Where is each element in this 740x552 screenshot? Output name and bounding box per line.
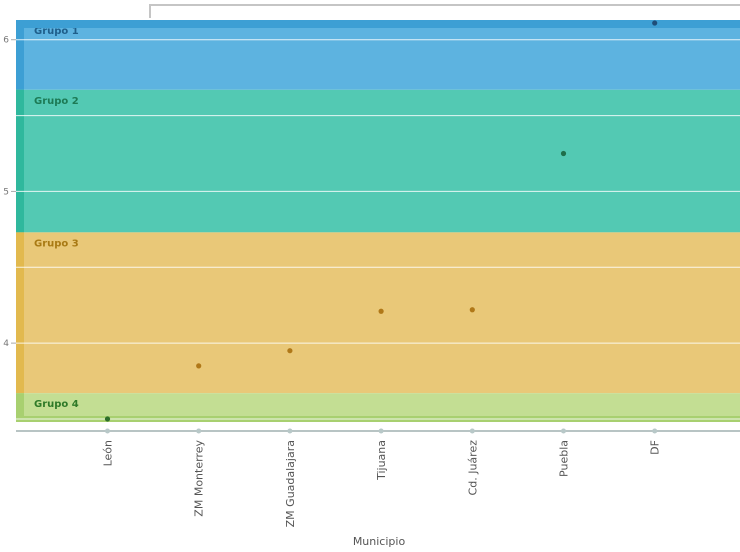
band-label-1: Grupo 1: [34, 26, 79, 37]
y-axis: 4 5 6: [3, 36, 16, 349]
point-1: [104, 416, 111, 422]
band-edge-2: [16, 89, 24, 233]
band-edge-4: [16, 393, 24, 422]
x-tick-label-4: Tijuana: [375, 440, 388, 481]
x-tick-4: [378, 428, 384, 434]
band-edge-3: [16, 232, 24, 394]
x-tick-1: [105, 428, 110, 434]
band-3: [16, 232, 740, 394]
x-tick-label-2: ZM Monterrey: [193, 440, 206, 517]
y-tick-label-1: 4: [3, 339, 9, 349]
band-2: [16, 89, 740, 233]
band-top-edge: [16, 20, 740, 28]
top-bracket: [149, 4, 740, 18]
x-tick-6: [561, 428, 566, 434]
point-6: [560, 150, 567, 157]
band-edge-1: [16, 20, 24, 90]
x-tick-label-1: León: [102, 440, 115, 466]
x-tick-label-6: Puebla: [558, 440, 571, 477]
x-axis-title: Municipio: [353, 535, 406, 548]
y-tick-label-3: 6: [3, 36, 9, 46]
x-tick-3: [287, 428, 293, 434]
band-label-4: Grupo 4: [34, 399, 79, 410]
x-tick-2: [196, 428, 202, 434]
gridlines: [16, 39, 740, 420]
band-label-3: Grupo 3: [34, 238, 79, 249]
point-5: [469, 307, 475, 313]
group-bands: Grupo 1 Grupo 2 Grupo 3 Grupo 4: [16, 20, 740, 422]
point-4: [378, 308, 384, 314]
band-label-2: Grupo 2: [34, 96, 79, 107]
x-tick-label-3: ZM Guadalajara: [284, 440, 297, 527]
data-points: [104, 20, 658, 422]
x-tick-5: [469, 428, 475, 434]
band-1: [16, 20, 740, 90]
y-tick-label-2: 5: [3, 187, 9, 197]
x-axis: León ZM Monterrey ZM Guadalajara Tijuana Cd.…: [102, 428, 662, 527]
point-3: [287, 348, 293, 354]
x-tick-label-5: Cd. Juárez: [466, 440, 479, 496]
x-tick-label-7: DF: [649, 440, 662, 455]
point-7: [652, 20, 658, 26]
x-tick-7: [652, 428, 658, 434]
point-2: [196, 363, 202, 369]
